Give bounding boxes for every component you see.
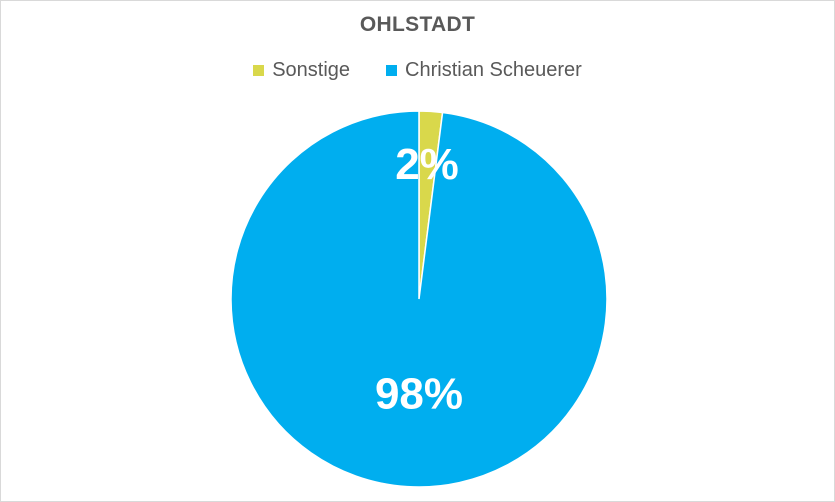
legend-swatch-christian-scheuerer	[386, 65, 398, 76]
legend-label-sonstige: Sonstige	[272, 59, 351, 81]
legend-item-sonstige: Sonstige	[253, 59, 350, 82]
legend-label-christian-scheuerer: Christian Scheuerer	[405, 59, 582, 81]
legend: Sonstige Christian Scheuerer	[1, 59, 834, 82]
data-label-sonstige: 2%	[395, 140, 459, 189]
legend-swatch-sonstige	[253, 65, 265, 76]
pie-slice-christian-scheuerer	[230, 110, 608, 488]
legend-item-christian-scheuerer: Christian Scheuerer	[386, 59, 582, 82]
data-label-christian-scheuerer: 98%	[375, 369, 463, 418]
chart-title: OHLSTADT	[359, 13, 476, 36]
